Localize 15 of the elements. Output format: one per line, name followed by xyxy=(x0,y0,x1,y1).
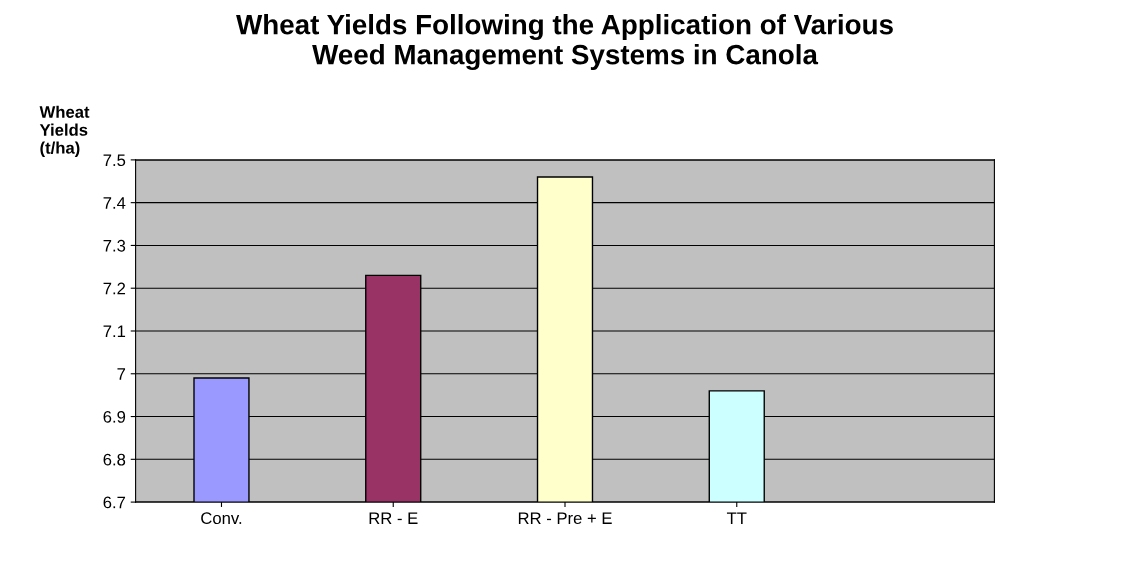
y-tick-label: 7.4 xyxy=(103,197,126,209)
y-tick-label: 6.7 xyxy=(103,496,126,509)
x-tick-label: RR - Pre + E xyxy=(518,512,612,525)
x-tick-label: RR - E xyxy=(369,512,418,524)
y-axis-title: Wheat Yields (t/ha) xyxy=(39,105,90,158)
y-tick-label: 6.8 xyxy=(103,453,126,466)
y-tick-label: 7.1 xyxy=(103,325,126,338)
chart-title: Wheat Yields Following the Application of Various Weed Management Systems in Canola xyxy=(236,14,893,71)
y-tick-label: 7.5 xyxy=(103,154,126,167)
x-tick-label: Conv. xyxy=(201,512,242,525)
y-tick-label: 6.9 xyxy=(103,410,126,423)
x-tick-label: TT xyxy=(726,512,747,524)
y-tick-label: 7 xyxy=(117,368,126,380)
y-tick-label: 7.3 xyxy=(103,239,126,252)
y-tick-label: 7.2 xyxy=(103,282,126,295)
